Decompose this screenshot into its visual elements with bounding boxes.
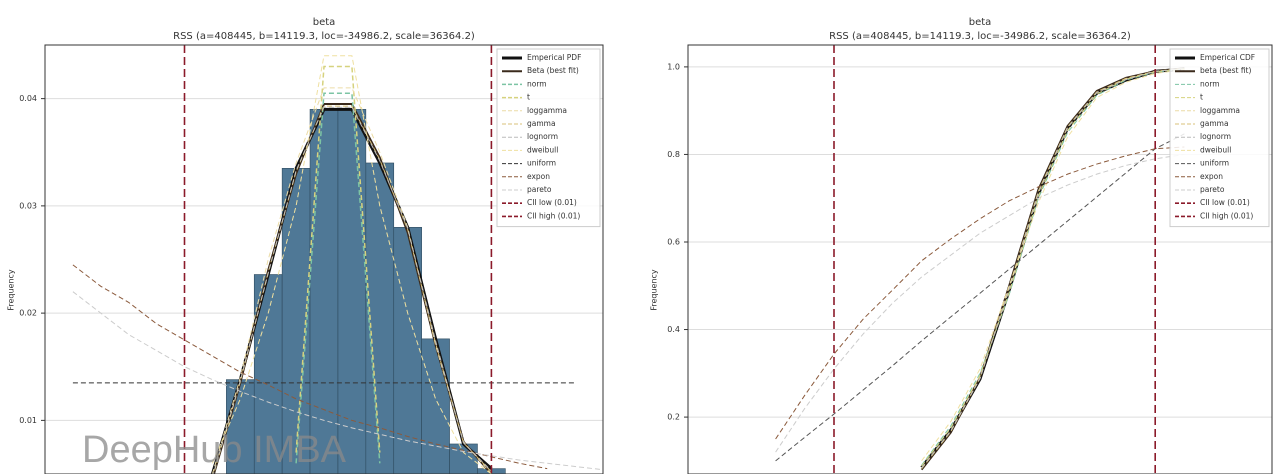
- series-line: [295, 92, 381, 464]
- y-axis-label: Frequency: [650, 269, 659, 311]
- legend-label: lognorm: [527, 132, 558, 141]
- y-tick-label: 0.04: [19, 94, 37, 103]
- legend-label: beta (best fit): [1200, 66, 1251, 75]
- y-tick-label: 0.01: [19, 416, 37, 425]
- legend-label: expon: [527, 172, 550, 181]
- chart-title: beta: [969, 17, 992, 28]
- legend-box: [1169, 48, 1270, 228]
- chart-subtitle: RSS (a=408445, b=14119.3, loc=-34986.2, …: [829, 31, 1131, 42]
- series-line: [212, 106, 492, 474]
- y-tick-label: 1.0: [667, 62, 680, 71]
- y-tick-label: 0.4: [667, 325, 680, 334]
- legend-label: t: [527, 93, 530, 102]
- series-line: [775, 133, 1185, 462]
- series-line: [295, 65, 381, 453]
- series-line: [921, 67, 1185, 470]
- legend-label: norm: [1200, 79, 1220, 88]
- plot-frame: [687, 44, 1273, 474]
- series-line: [921, 69, 1185, 462]
- series-line: [921, 68, 1185, 469]
- legend-label: loggamma: [1200, 106, 1240, 115]
- legend-label: dweibull: [1200, 145, 1231, 154]
- histogram-bar: [337, 109, 367, 474]
- legend-label: Emperical CDF: [1200, 53, 1255, 62]
- legend-label: pareto: [1200, 185, 1225, 194]
- legend-label: CII low (0.01): [527, 198, 577, 207]
- series-line: [72, 291, 603, 471]
- chart-title: beta: [313, 17, 336, 28]
- chart-subtitle: RSS (a=408445, b=14119.3, loc=-34986.2, …: [173, 31, 475, 42]
- series-line: [213, 105, 492, 474]
- series-line: [921, 68, 1185, 466]
- legend-label: t: [1200, 93, 1203, 102]
- series-line: [775, 146, 1185, 440]
- legend-label: CII high (0.01): [1200, 211, 1253, 220]
- watermark: DeepHub IMBA: [82, 429, 347, 471]
- series-line: [72, 264, 548, 470]
- series-line: [921, 68, 1185, 467]
- y-tick-label: 0.03: [19, 201, 37, 210]
- legend-label: uniform: [527, 159, 556, 168]
- legend-label: Beta (best fit): [527, 66, 579, 75]
- plot-frame: [44, 44, 604, 474]
- legend-label: uniform: [1200, 159, 1229, 168]
- plot-area: [72, 45, 603, 474]
- legend-label: CII high (0.01): [527, 211, 580, 220]
- y-axis-label: Frequency: [7, 269, 16, 311]
- legend-label: gamma: [527, 119, 556, 128]
- plot-area: [775, 45, 1185, 474]
- series-line: [775, 153, 1185, 453]
- legend-label: loggamma: [527, 106, 567, 115]
- legend-box: [496, 48, 601, 228]
- y-tick-label: 0.8: [667, 150, 680, 159]
- legend-label: norm: [527, 79, 547, 88]
- legend-label: pareto: [527, 185, 552, 194]
- histogram-bar: [421, 338, 450, 474]
- series-line: [211, 55, 492, 474]
- legend-label: expon: [1200, 172, 1223, 181]
- y-tick-label: 0.02: [19, 309, 37, 318]
- y-tick-label: 0.2: [667, 413, 680, 422]
- legend-label: lognorm: [1200, 132, 1231, 141]
- legend-label: gamma: [1200, 119, 1229, 128]
- histogram-bar: [309, 109, 339, 474]
- y-tick-label: 0.6: [667, 237, 680, 246]
- legend-label: Emperical PDF: [527, 53, 581, 62]
- legend-label: CII low (0.01): [1200, 198, 1250, 207]
- legend-label: dweibull: [527, 145, 558, 154]
